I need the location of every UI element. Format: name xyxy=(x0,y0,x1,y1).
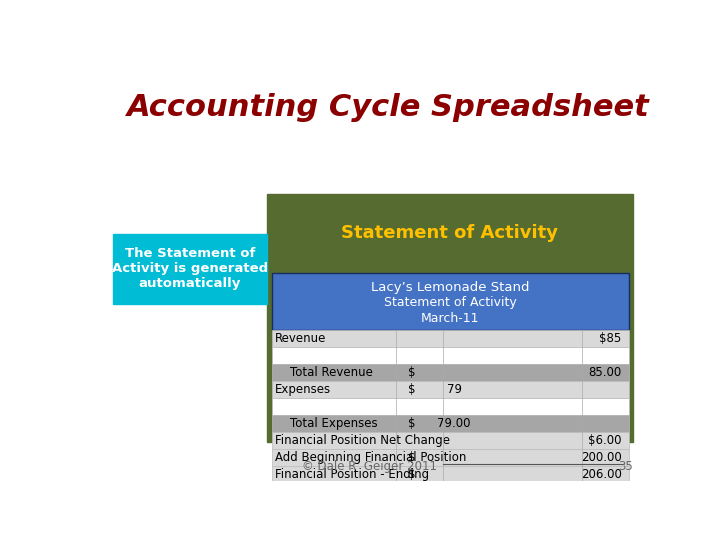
Text: Add Beginning Financial Position: Add Beginning Financial Position xyxy=(275,451,467,464)
Text: Expenses: Expenses xyxy=(275,383,331,396)
Bar xyxy=(113,234,266,303)
Text: $85: $85 xyxy=(599,333,621,346)
Bar xyxy=(272,364,629,381)
Text: 200.00: 200.00 xyxy=(581,451,621,464)
Text: Statement of Activity: Statement of Activity xyxy=(341,225,558,242)
Bar xyxy=(272,273,629,330)
Text: Total Expenses: Total Expenses xyxy=(275,417,378,430)
Text: Financial Position Net Change: Financial Position Net Change xyxy=(275,434,450,447)
Text: $: $ xyxy=(408,383,415,396)
Text: 35: 35 xyxy=(618,460,632,473)
Text: 79: 79 xyxy=(446,383,462,396)
Bar xyxy=(272,381,629,398)
Bar xyxy=(272,330,629,347)
Text: $: $ xyxy=(408,451,415,464)
Bar xyxy=(272,432,629,449)
Text: 79.00: 79.00 xyxy=(438,417,471,430)
Text: © Dale R  Geiger 2011: © Dale R Geiger 2011 xyxy=(302,460,436,473)
Bar xyxy=(272,347,629,365)
Text: Statement of Activity: Statement of Activity xyxy=(384,296,517,309)
Bar xyxy=(272,449,629,466)
Text: $6.00: $6.00 xyxy=(588,434,621,447)
Bar xyxy=(272,398,629,415)
Text: $: $ xyxy=(408,468,415,481)
Text: Accounting Cycle Spreadsheet: Accounting Cycle Spreadsheet xyxy=(127,93,650,122)
Text: $: $ xyxy=(408,366,415,379)
Bar xyxy=(272,415,629,432)
Text: The Statement of
Activity is generated
automatically: The Statement of Activity is generated a… xyxy=(112,247,268,291)
Text: $: $ xyxy=(408,417,415,430)
Text: Financial Position - Ending: Financial Position - Ending xyxy=(275,468,429,481)
Bar xyxy=(272,466,629,483)
Text: March-11: March-11 xyxy=(421,312,480,325)
Bar xyxy=(266,194,632,442)
Text: Revenue: Revenue xyxy=(275,333,327,346)
Text: Total Revenue: Total Revenue xyxy=(275,366,373,379)
Text: 206.00: 206.00 xyxy=(581,468,621,481)
Text: 85.00: 85.00 xyxy=(588,366,621,379)
Text: Lacy’s Lemonade Stand: Lacy’s Lemonade Stand xyxy=(371,281,530,294)
